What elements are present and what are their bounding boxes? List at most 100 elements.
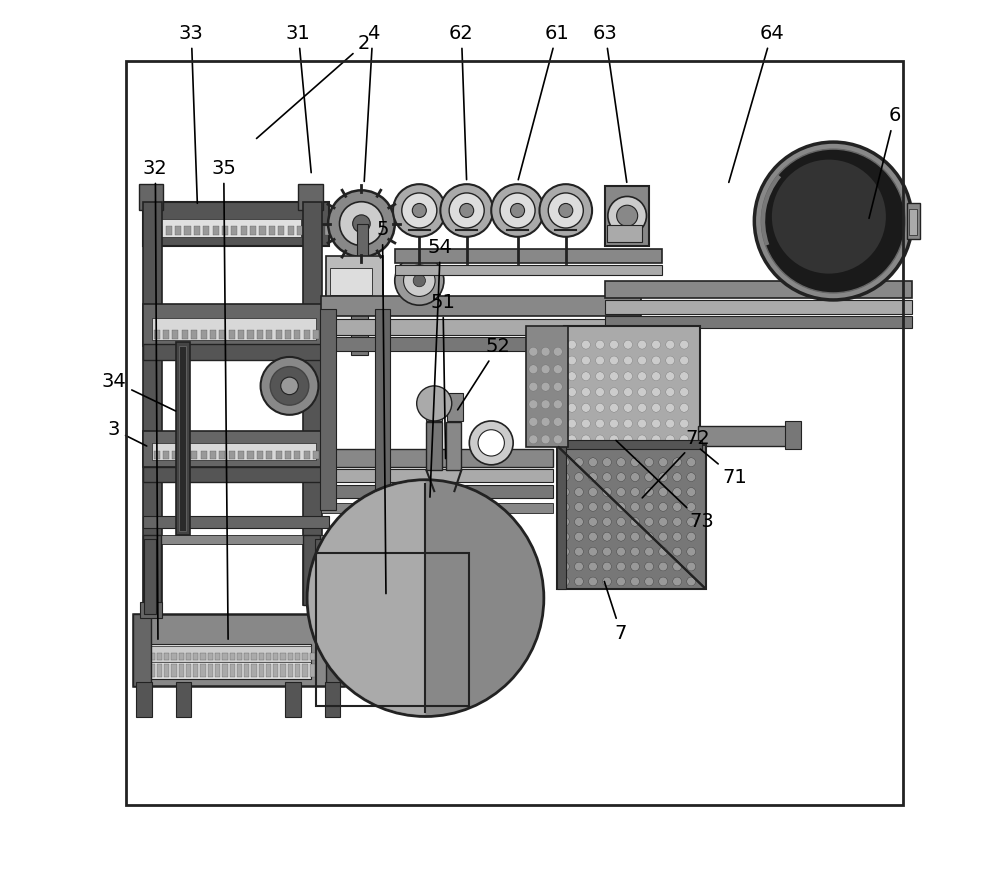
Text: 3: 3 [108, 420, 147, 446]
Circle shape [353, 215, 370, 232]
Circle shape [561, 562, 569, 571]
Bar [143, 467, 329, 482]
Bar [210, 451, 216, 459]
Circle shape [582, 372, 590, 381]
Bar [426, 422, 442, 470]
Bar [259, 226, 266, 235]
Circle shape [608, 196, 646, 235]
Bar [157, 664, 162, 677]
Circle shape [617, 205, 638, 226]
Circle shape [624, 435, 632, 444]
Bar [297, 226, 303, 235]
Bar [266, 653, 271, 660]
Bar [208, 653, 213, 660]
Circle shape [469, 421, 513, 465]
Bar [313, 451, 319, 459]
Bar [143, 202, 162, 605]
Circle shape [631, 517, 639, 526]
Bar [658, 335, 668, 353]
Bar [298, 184, 323, 210]
Bar [152, 443, 316, 460]
Bar [200, 664, 206, 677]
Circle shape [652, 403, 660, 412]
Text: 5: 5 [376, 220, 389, 594]
Bar [133, 614, 151, 686]
Bar [605, 300, 912, 314]
Bar [322, 330, 329, 339]
Circle shape [772, 160, 886, 274]
Text: 32: 32 [143, 159, 168, 639]
Circle shape [687, 458, 696, 467]
Circle shape [659, 547, 668, 556]
Bar [229, 451, 235, 459]
Bar [149, 664, 155, 677]
Bar [179, 346, 186, 531]
Bar [231, 226, 237, 235]
Bar [215, 664, 220, 677]
Bar [208, 664, 213, 677]
Circle shape [561, 503, 569, 511]
Circle shape [575, 547, 583, 556]
Circle shape [582, 356, 590, 365]
Circle shape [582, 403, 590, 412]
Bar [321, 449, 553, 467]
Bar [273, 664, 278, 677]
Text: 61: 61 [518, 24, 569, 180]
Circle shape [589, 473, 597, 481]
Bar [357, 224, 368, 281]
Circle shape [603, 488, 611, 496]
Bar [191, 451, 197, 459]
Circle shape [617, 577, 625, 586]
Circle shape [638, 419, 646, 428]
Bar [140, 602, 162, 618]
Circle shape [673, 473, 682, 481]
Bar [175, 226, 181, 235]
Circle shape [645, 562, 653, 571]
Bar [326, 291, 379, 342]
Bar [310, 664, 315, 677]
Bar [303, 202, 322, 605]
Bar [244, 653, 249, 660]
Bar [276, 451, 282, 459]
Circle shape [561, 517, 569, 526]
Circle shape [539, 184, 592, 237]
Bar [557, 445, 706, 589]
Circle shape [659, 532, 668, 541]
Circle shape [553, 347, 562, 356]
Circle shape [666, 340, 675, 349]
Circle shape [561, 547, 569, 556]
Circle shape [541, 382, 550, 391]
Text: 64: 64 [729, 24, 784, 182]
Bar [326, 614, 344, 686]
Bar [172, 451, 178, 459]
Circle shape [500, 193, 535, 228]
Circle shape [589, 503, 597, 511]
Circle shape [659, 562, 668, 571]
Bar [154, 330, 160, 339]
Bar [320, 309, 336, 510]
Circle shape [393, 184, 446, 237]
Circle shape [561, 488, 569, 496]
Circle shape [460, 203, 474, 217]
Bar [321, 469, 553, 482]
Circle shape [666, 419, 675, 428]
Circle shape [617, 517, 625, 526]
Bar [313, 330, 319, 339]
Bar [171, 653, 177, 660]
Bar [304, 451, 310, 459]
Circle shape [491, 184, 544, 237]
Bar [182, 451, 188, 459]
Circle shape [589, 562, 597, 571]
Circle shape [666, 403, 675, 412]
Bar [909, 209, 917, 235]
Bar [164, 664, 169, 677]
Bar [143, 535, 329, 544]
Bar [322, 451, 329, 459]
Bar [215, 653, 220, 660]
Bar [302, 653, 308, 660]
Circle shape [673, 532, 682, 541]
Circle shape [673, 458, 682, 467]
Circle shape [541, 347, 550, 356]
Circle shape [440, 184, 493, 237]
Circle shape [680, 419, 689, 428]
